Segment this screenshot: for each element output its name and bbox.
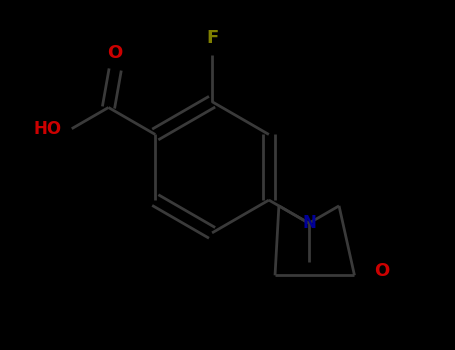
Text: O: O xyxy=(374,262,389,280)
Text: O: O xyxy=(107,44,123,62)
Text: F: F xyxy=(206,29,218,47)
Text: N: N xyxy=(302,214,316,232)
Text: HO: HO xyxy=(34,120,62,138)
